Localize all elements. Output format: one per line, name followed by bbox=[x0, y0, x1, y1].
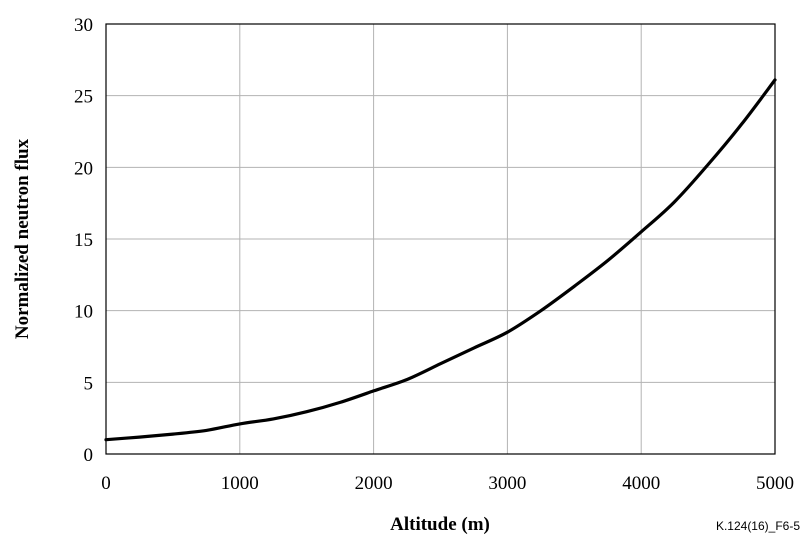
figure-id-label: K.124(16)_F6-5 bbox=[716, 519, 800, 533]
x-tick-label: 2000 bbox=[355, 473, 393, 494]
grid-lines bbox=[106, 24, 775, 454]
x-tick-label: 5000 bbox=[756, 473, 794, 494]
y-tick-label: 15 bbox=[74, 230, 93, 251]
x-axis-title: Altitude (m) bbox=[390, 514, 490, 535]
x-tick-labels: 0 1000 2000 3000 4000 5000 bbox=[101, 473, 794, 494]
x-tick-label: 0 bbox=[101, 473, 111, 494]
y-tick-label: 25 bbox=[74, 87, 93, 108]
y-tick-label: 5 bbox=[84, 373, 94, 394]
y-tick-label: 0 bbox=[84, 445, 94, 466]
x-tick-label: 4000 bbox=[622, 473, 660, 494]
x-tick-label: 3000 bbox=[488, 473, 526, 494]
x-tick-label: 1000 bbox=[221, 473, 259, 494]
y-axis-title: Normalized neutron flux bbox=[12, 138, 33, 339]
y-tick-label: 10 bbox=[74, 302, 93, 323]
series-line bbox=[104, 78, 777, 442]
plot-frame bbox=[105, 23, 776, 455]
y-tick-label: 30 bbox=[74, 15, 93, 36]
y-tick-labels: 0 5 10 15 20 25 30 bbox=[74, 15, 93, 466]
series-group bbox=[104, 78, 777, 442]
y-tick-label: 20 bbox=[74, 158, 93, 179]
